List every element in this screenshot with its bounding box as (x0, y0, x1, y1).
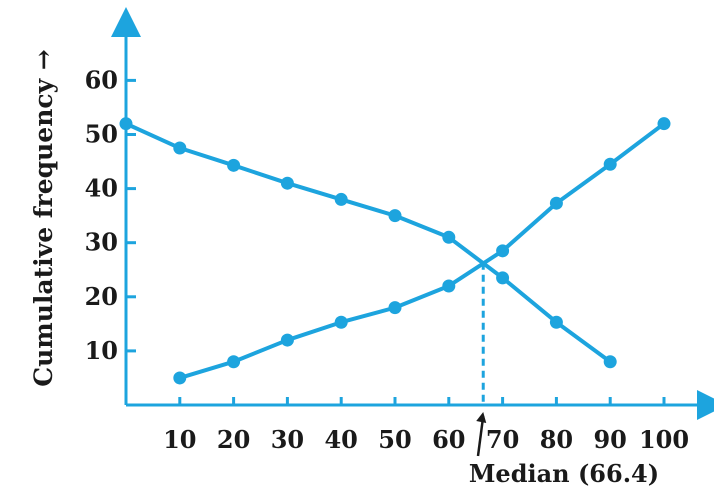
data-point (173, 141, 187, 155)
x-tick-label: 40 (324, 425, 357, 454)
y-axis-label: Cumulative frequency → (29, 49, 58, 387)
data-point (442, 279, 456, 293)
y-tick-label: 50 (85, 120, 118, 149)
y-tick-label: 40 (85, 174, 118, 203)
data-point (227, 355, 241, 369)
x-tick-label: 70 (486, 425, 519, 454)
data-point (388, 301, 402, 315)
data-point (280, 176, 294, 190)
data-point (657, 117, 671, 131)
y-tick-label: 20 (85, 282, 118, 311)
median-label: Median (66.4) (469, 459, 659, 488)
data-point (496, 244, 510, 258)
data-point (549, 196, 563, 210)
x-tick-label: 80 (540, 425, 573, 454)
y-tick-label: 60 (85, 65, 118, 94)
x-tick-label: 60 (432, 425, 465, 454)
y-tick-label: 10 (85, 336, 118, 365)
x-tick-label: 30 (271, 425, 304, 454)
series-line-1 (125, 121, 612, 364)
data-point (603, 157, 617, 171)
series-line-2 (179, 122, 666, 380)
y-tick-label: 30 (85, 228, 118, 257)
x-tick-label: 50 (378, 425, 411, 454)
x-tick-label: 90 (593, 425, 626, 454)
data-point (388, 209, 402, 223)
x-tick-label: 10 (163, 425, 196, 454)
data-point (334, 315, 348, 329)
data-point (227, 158, 241, 172)
data-point (496, 271, 510, 285)
data-point (119, 117, 133, 131)
median-arrow-shaft (476, 415, 485, 457)
data-point (334, 192, 348, 206)
data-point (173, 371, 187, 385)
data-point (442, 230, 456, 244)
data-point (603, 355, 617, 369)
data-point (549, 315, 563, 329)
x-tick-label: 100 (639, 425, 689, 454)
data-point (280, 333, 294, 347)
x-tick-label: 20 (217, 425, 250, 454)
median-arrow-head (476, 412, 487, 423)
